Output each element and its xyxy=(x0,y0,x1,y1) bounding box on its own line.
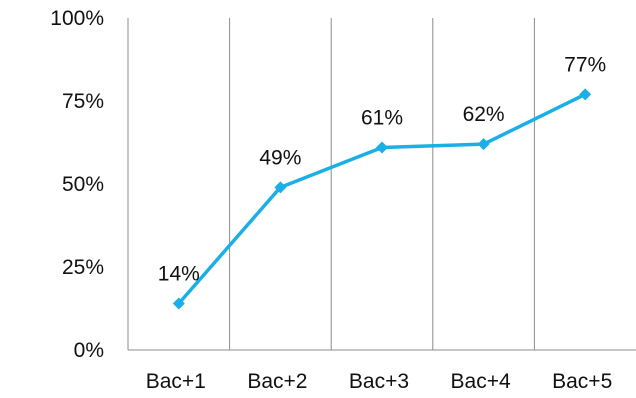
data-label: 77% xyxy=(564,53,606,76)
x-tick-label: Bac+4 xyxy=(451,370,511,393)
series-group xyxy=(172,88,592,310)
x-tick-label: Bac+3 xyxy=(349,370,409,393)
y-tick-label: 75% xyxy=(62,90,104,113)
data-point-marker xyxy=(477,138,490,151)
data-labels: 14% 49% 61% 62% 77% xyxy=(158,53,606,285)
y-tick-label: 100% xyxy=(50,7,104,30)
y-tick-label: 0% xyxy=(74,339,104,362)
data-point-marker xyxy=(172,297,185,310)
data-label: 62% xyxy=(463,103,505,126)
data-label: 14% xyxy=(158,263,200,286)
x-tick-label: Bac+2 xyxy=(247,370,307,393)
gridlines xyxy=(127,18,535,350)
data-point-marker xyxy=(376,141,388,154)
data-point-marker xyxy=(579,88,592,101)
y-axis-tick-labels: 0% 25% 50% 75% 100% xyxy=(50,7,104,362)
x-axis-category-labels: Bac+1 Bac+2 Bac+3 Bac+4 Bac+5 xyxy=(146,370,613,393)
data-point-marker xyxy=(274,181,287,194)
y-tick-label: 25% xyxy=(62,256,104,279)
x-tick-label: Bac+1 xyxy=(146,370,206,393)
y-tick-label: 50% xyxy=(62,173,104,196)
data-label: 61% xyxy=(361,106,403,129)
x-tick-label: Bac+5 xyxy=(552,370,612,393)
data-label: 49% xyxy=(259,146,301,169)
